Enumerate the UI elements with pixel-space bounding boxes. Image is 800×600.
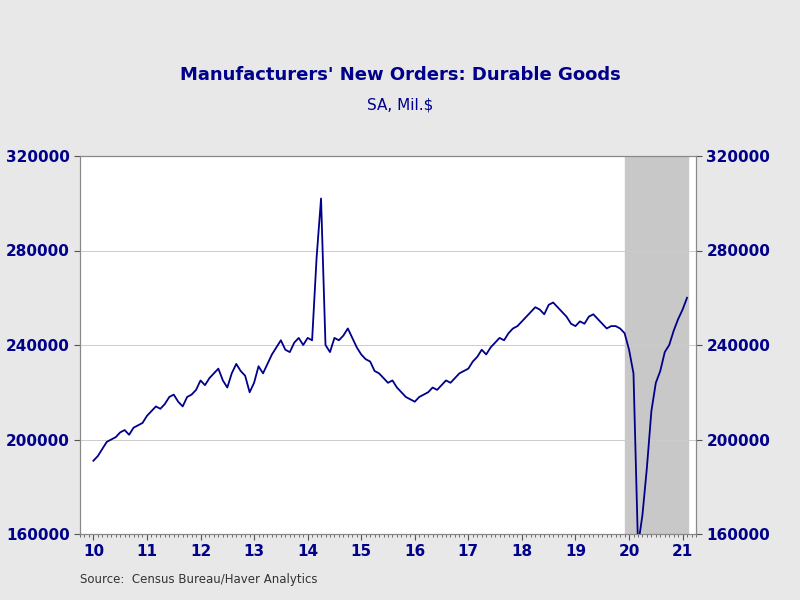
Text: Manufacturers' New Orders: Durable Goods: Manufacturers' New Orders: Durable Goods — [180, 66, 620, 84]
Text: SA, Mil.$: SA, Mil.$ — [367, 97, 433, 113]
Text: Source:  Census Bureau/Haver Analytics: Source: Census Bureau/Haver Analytics — [80, 572, 318, 586]
Bar — [625, 156, 688, 534]
